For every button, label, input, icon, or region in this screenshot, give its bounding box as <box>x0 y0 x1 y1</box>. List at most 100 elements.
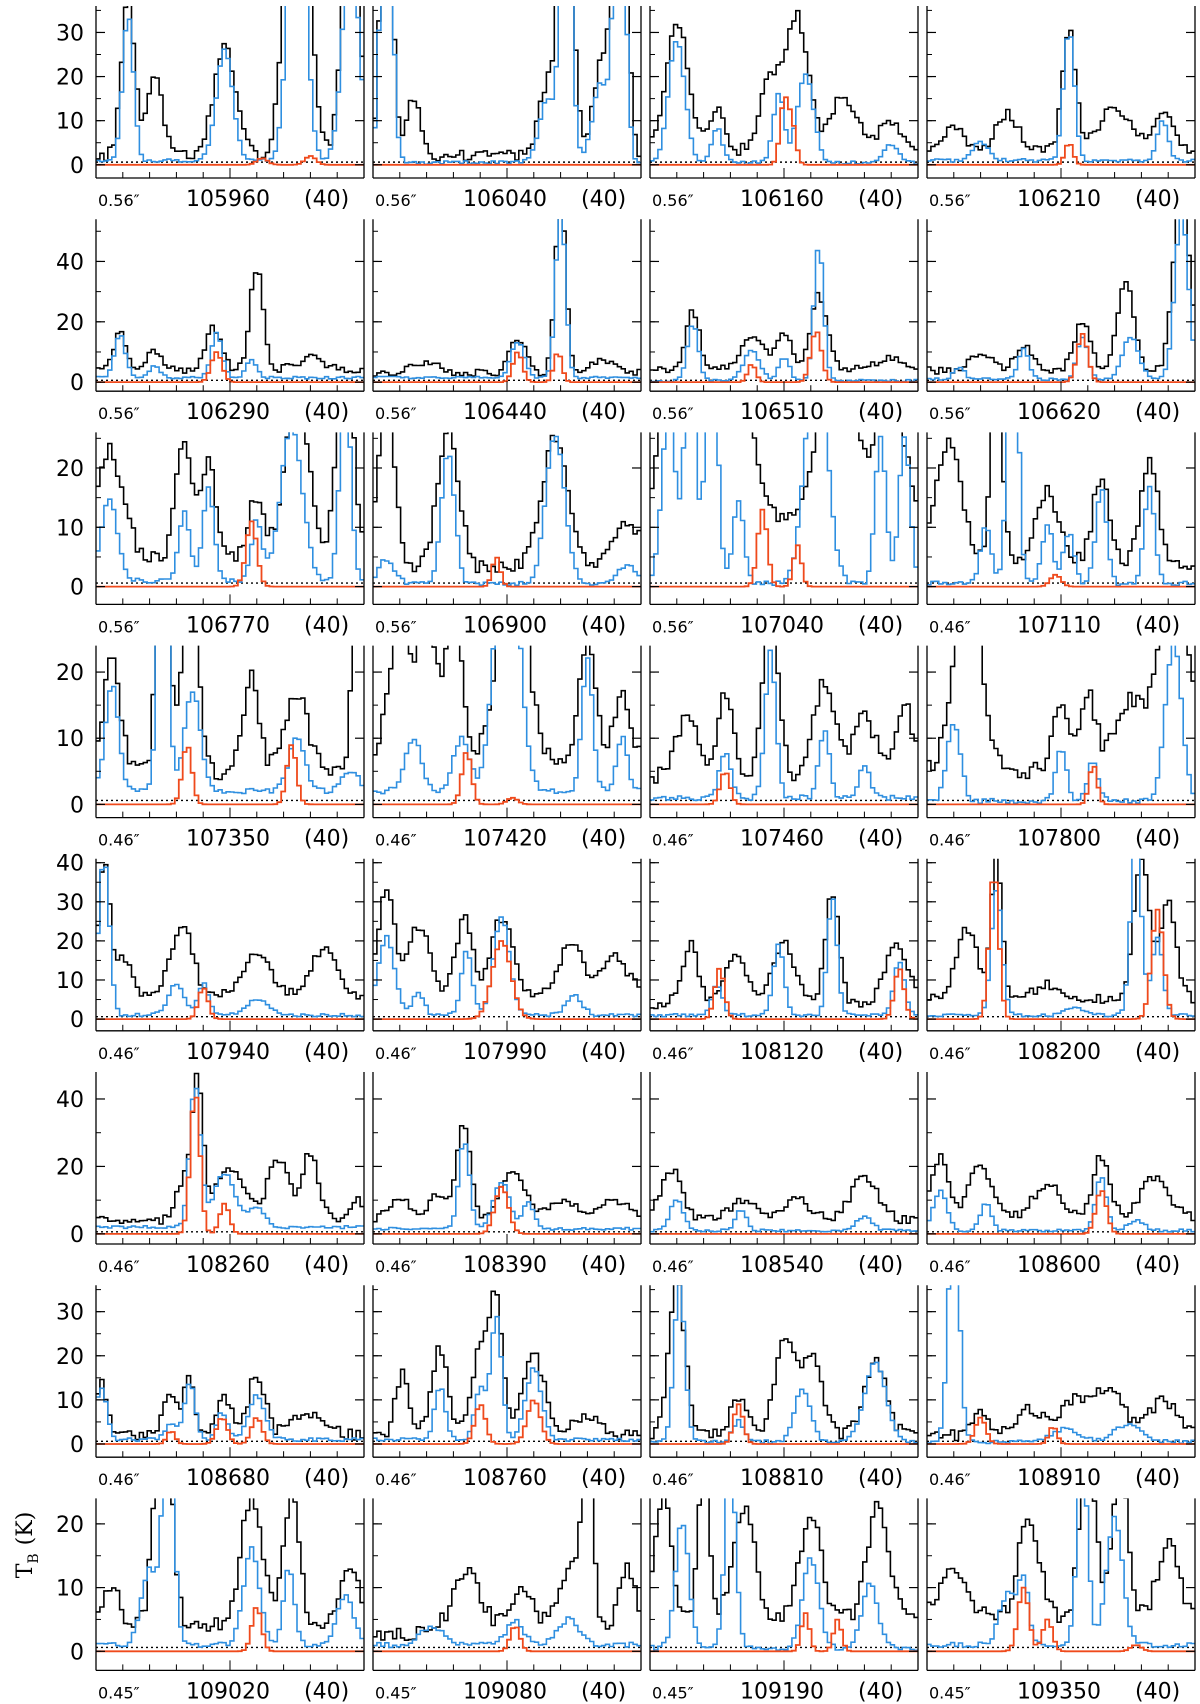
beam-size-label: 0.56″ <box>652 191 694 210</box>
spectrum-panel: 0 20 40 0.46″ 108260 (40) <box>56 1072 365 1278</box>
spectrum-panel: 0.45″ 109190 (40) <box>649 1498 919 1704</box>
y-tick-label: 10 <box>56 1577 84 1602</box>
spectrum-panel: 0.56″ 106900 (40) <box>372 432 642 638</box>
velocity-range-label: (40) <box>304 1466 349 1491</box>
spectrum-traces <box>96 432 364 588</box>
spectrum-traces <box>96 272 364 383</box>
velocity-range-label: (40) <box>581 1679 626 1704</box>
observed-spectrum-line <box>96 645 353 781</box>
y-tick-label: 30 <box>56 21 84 46</box>
spectrum-traces <box>927 645 1195 806</box>
beam-size-label: 0.45″ <box>98 1683 140 1702</box>
frequency-label: 106770 <box>186 613 270 638</box>
frequency-label: 107040 <box>740 613 824 638</box>
spectrum-panel: 0.56″ 106620 (40) <box>926 219 1196 425</box>
y-tick-label: 40 <box>56 852 84 877</box>
total-model-line <box>650 1199 918 1233</box>
observed-spectrum-line <box>927 1498 1195 1623</box>
frequency-label: 108120 <box>740 1040 824 1065</box>
velocity-range-label: (40) <box>581 187 626 212</box>
observed-spectrum-line <box>650 896 918 1010</box>
spectrum-panel: 0 10 20 0.46″ 107350 (40) <box>56 645 365 852</box>
spectrum-traces <box>927 1285 1195 1445</box>
y-tick-label: 20 <box>56 66 84 91</box>
beam-size-label: 0.45″ <box>652 1683 694 1702</box>
svg-text:TB(K): TB (K) <box>13 1512 42 1579</box>
spectrum-traces <box>96 1498 364 1653</box>
spectrum-panel: 0.46″ 107460 (40) <box>649 645 919 852</box>
y-tick-label: 40 <box>56 250 84 275</box>
spectrum-traces <box>373 645 641 806</box>
spectrum-panel: 0.56″ 106510 (40) <box>649 219 919 425</box>
total-model-line <box>927 432 1195 587</box>
frequency-label: 107800 <box>1017 827 1101 852</box>
y-tick-label: 10 <box>56 969 84 994</box>
spectrum-traces <box>96 1072 364 1235</box>
total-model-line <box>650 1285 918 1445</box>
beam-size-label: 0.46″ <box>375 1257 417 1276</box>
velocity-range-label: (40) <box>858 400 903 425</box>
species-model-line <box>96 987 364 1020</box>
observed-spectrum-line <box>650 432 918 523</box>
spectrum-panel: 0.46″ 108200 (40) <box>926 858 1196 1065</box>
species-model-line <box>373 1399 641 1445</box>
y-tick-label: 20 <box>56 661 84 686</box>
y-tick-label: 20 <box>56 1155 84 1180</box>
spectrum-panel: 0.46″ 108910 (40) <box>926 1285 1196 1491</box>
spectrum-panel: 0.45″ 109080 (40) <box>372 1498 642 1704</box>
species-model-line <box>927 144 1195 166</box>
spectrum-traces <box>650 645 918 806</box>
spectrum-traces <box>927 29 1195 166</box>
y-tick-label: 0 <box>70 154 84 179</box>
spectrum-panel: 0.46″ 107420 (40) <box>372 645 642 852</box>
beam-size-label: 0.56″ <box>98 404 140 423</box>
beam-size-label: 0.46″ <box>98 1257 140 1276</box>
beam-size-label: 0.56″ <box>652 617 694 636</box>
species-model-line <box>373 351 641 383</box>
y-tick-label: 20 <box>56 311 84 336</box>
total-model-line <box>373 1315 641 1442</box>
beam-size-label: 0.46″ <box>375 1044 417 1063</box>
observed-spectrum-line <box>927 1387 1195 1442</box>
spectrum-panel: 0.56″ 106210 (40) <box>926 6 1196 212</box>
observed-spectrum-line <box>373 1498 641 1641</box>
total-model-line <box>650 432 918 586</box>
observed-spectrum-line <box>96 1072 364 1225</box>
spectrum-traces <box>927 858 1195 1020</box>
beam-size-label: 0.56″ <box>375 191 417 210</box>
species-model-line <box>96 520 364 588</box>
beam-size-label: 0.46″ <box>929 617 971 636</box>
observed-spectrum-line <box>96 432 364 563</box>
beam-size-label: 0.56″ <box>98 617 140 636</box>
spectrum-panel: 0.56″ 106040 (40) <box>372 6 642 212</box>
beam-size-label: 0.46″ <box>375 1470 417 1489</box>
species-model-line <box>373 752 641 806</box>
spectrum-traces <box>650 432 918 588</box>
spectrum-traces <box>373 1125 641 1235</box>
spectrum-panel: 0.46″ 107990 (40) <box>372 858 642 1065</box>
beam-size-label: 0.46″ <box>929 831 971 850</box>
beam-size-label: 0.46″ <box>98 831 140 850</box>
frequency-label: 106440 <box>463 400 547 425</box>
species-model-line <box>927 1190 1195 1235</box>
spectrum-panel: 0.45″ 109350 (40) <box>926 1498 1196 1704</box>
species-model-line <box>650 1403 918 1445</box>
spectrum-panel: 0 10 20 30 0.46″ 108680 (40) <box>56 1285 365 1491</box>
spectrum-panel: 0.56″ 106440 (40) <box>372 219 642 425</box>
frequency-label: 106160 <box>740 187 824 212</box>
observed-spectrum-line <box>373 1290 641 1441</box>
total-model-line <box>927 219 1195 382</box>
spectrum-traces <box>373 1290 641 1445</box>
spectrum-panel: 0 10 20 30 40 0.46″ 107940 (40) <box>56 852 365 1065</box>
y-tick-label: 0 <box>70 1008 84 1033</box>
spectrum-traces <box>96 6 364 166</box>
spectrum-traces <box>373 1498 641 1653</box>
velocity-range-label: (40) <box>1135 400 1180 425</box>
observed-spectrum-line <box>373 1125 641 1223</box>
spectrum-panel: 0.46″ 108810 (40) <box>649 1285 919 1491</box>
observed-spectrum-line <box>927 1153 1195 1222</box>
velocity-range-label: (40) <box>581 400 626 425</box>
total-model-line <box>927 858 1195 1018</box>
beam-size-label: 0.46″ <box>98 1470 140 1489</box>
